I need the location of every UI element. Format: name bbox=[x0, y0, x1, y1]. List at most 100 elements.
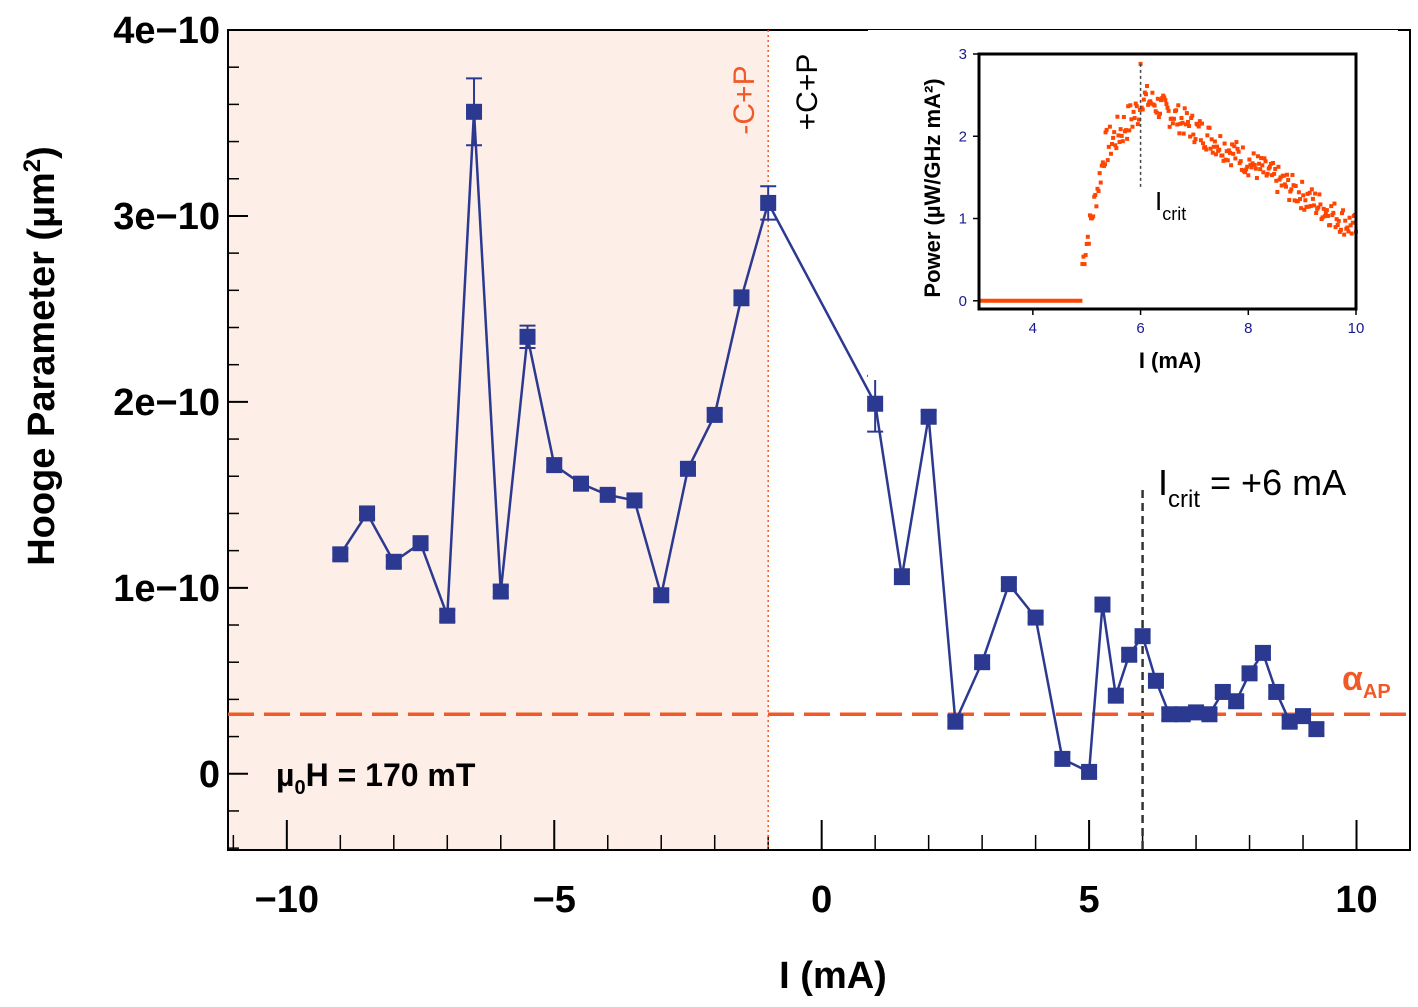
data-point bbox=[1295, 708, 1312, 725]
inset-point bbox=[1124, 128, 1129, 133]
data-point bbox=[385, 553, 402, 570]
inset-point bbox=[1324, 208, 1329, 213]
y-tick-label: 0 bbox=[199, 754, 220, 796]
inset-point bbox=[1267, 164, 1272, 169]
data-point bbox=[920, 408, 937, 425]
data-point bbox=[1054, 750, 1071, 767]
inset-point bbox=[1188, 134, 1193, 139]
inset-point bbox=[1108, 151, 1113, 156]
inset-point bbox=[1335, 223, 1340, 228]
inset-point bbox=[1127, 128, 1132, 133]
inset-point bbox=[1126, 104, 1131, 109]
data-point bbox=[679, 460, 696, 477]
inset-point bbox=[1084, 241, 1089, 246]
inset-point bbox=[1111, 135, 1116, 140]
inset-y-tick-label: 2 bbox=[959, 128, 967, 145]
inset-point bbox=[1333, 225, 1338, 230]
inset-point bbox=[1096, 189, 1101, 194]
inset-ticks bbox=[973, 53, 1357, 315]
inset-point bbox=[1099, 163, 1104, 168]
inset-point bbox=[1337, 229, 1342, 234]
inset-point bbox=[1289, 187, 1294, 192]
inset-point bbox=[1221, 158, 1226, 163]
inset-point bbox=[1345, 225, 1350, 230]
inset-y-tick-label: 3 bbox=[959, 46, 967, 63]
inset-point bbox=[1253, 166, 1258, 171]
inset-point bbox=[1104, 127, 1109, 132]
inset-point bbox=[1334, 217, 1339, 222]
inset-point bbox=[1105, 158, 1110, 163]
inset-point bbox=[1204, 147, 1209, 152]
inset-point bbox=[1320, 215, 1325, 220]
inset-point bbox=[1175, 122, 1180, 127]
inset-point bbox=[1181, 131, 1186, 136]
inset-point bbox=[1257, 161, 1262, 166]
inset-point bbox=[1346, 229, 1351, 234]
inset-point bbox=[1190, 113, 1195, 118]
inset-point bbox=[1117, 140, 1122, 145]
inset-point bbox=[1169, 116, 1174, 121]
inset-point bbox=[1235, 146, 1240, 151]
inset-point bbox=[1300, 179, 1305, 184]
inset-point bbox=[1116, 133, 1121, 138]
inset-point bbox=[1271, 160, 1276, 165]
inset-point bbox=[1295, 199, 1300, 204]
inset-point bbox=[1301, 193, 1306, 198]
inset-point bbox=[1138, 107, 1143, 112]
inset-point bbox=[1272, 171, 1277, 176]
inset-point bbox=[1314, 210, 1319, 215]
inset-point bbox=[1291, 183, 1296, 188]
inset-point bbox=[1321, 206, 1326, 211]
inset-point bbox=[1302, 207, 1307, 212]
inset-point bbox=[1311, 203, 1316, 208]
inset-point bbox=[1087, 213, 1092, 218]
inset-point bbox=[1236, 149, 1241, 154]
inset-point bbox=[1120, 139, 1125, 144]
inset-point bbox=[1292, 198, 1297, 203]
inset-point bbox=[1350, 220, 1355, 225]
inset-point bbox=[1288, 189, 1293, 194]
inset-point bbox=[1286, 178, 1291, 183]
inset-point bbox=[1201, 141, 1206, 146]
inset-point bbox=[1196, 124, 1201, 129]
inset-point bbox=[1265, 171, 1270, 176]
inset-point bbox=[1152, 103, 1157, 108]
inset-point bbox=[1106, 144, 1111, 149]
inset-point bbox=[1304, 204, 1309, 209]
y-tick-label: 4e−10 bbox=[113, 10, 220, 52]
inset-point bbox=[1208, 146, 1213, 151]
data-point bbox=[599, 486, 616, 503]
inset-point bbox=[1093, 192, 1098, 197]
inset-point bbox=[1299, 206, 1304, 211]
inset-point bbox=[1306, 204, 1311, 209]
inset-point bbox=[1220, 153, 1225, 158]
inset-point bbox=[1107, 124, 1112, 129]
inset-tick-labels: 4 6 8 10 0 1 2 3 bbox=[959, 46, 1365, 337]
data-point bbox=[412, 535, 429, 552]
data-point bbox=[1188, 704, 1205, 721]
inset-point bbox=[1207, 125, 1212, 130]
inset-point bbox=[1212, 139, 1217, 144]
inset-point bbox=[1128, 103, 1133, 108]
data-point bbox=[626, 492, 643, 509]
inset-point bbox=[1238, 159, 1243, 164]
inset-point bbox=[1279, 183, 1284, 188]
inset-point bbox=[1132, 116, 1137, 121]
inset-point bbox=[1119, 133, 1124, 138]
inset-point bbox=[1130, 124, 1135, 129]
inset-point bbox=[1332, 201, 1337, 206]
inset-point bbox=[1260, 163, 1265, 168]
inset-point bbox=[1163, 98, 1168, 103]
inset-x-tick-label: 6 bbox=[1136, 320, 1144, 337]
data-point bbox=[760, 194, 777, 211]
inset-point bbox=[1191, 132, 1196, 137]
x-tick-label: 5 bbox=[1079, 879, 1100, 921]
inset-point bbox=[1339, 211, 1344, 216]
field-annotation: µ0H = 170 mT bbox=[276, 757, 476, 799]
inset-point bbox=[1234, 140, 1239, 145]
data-point bbox=[867, 395, 884, 412]
inset-point bbox=[1182, 106, 1187, 111]
inset-point bbox=[1215, 144, 1220, 149]
data-point bbox=[546, 457, 563, 474]
